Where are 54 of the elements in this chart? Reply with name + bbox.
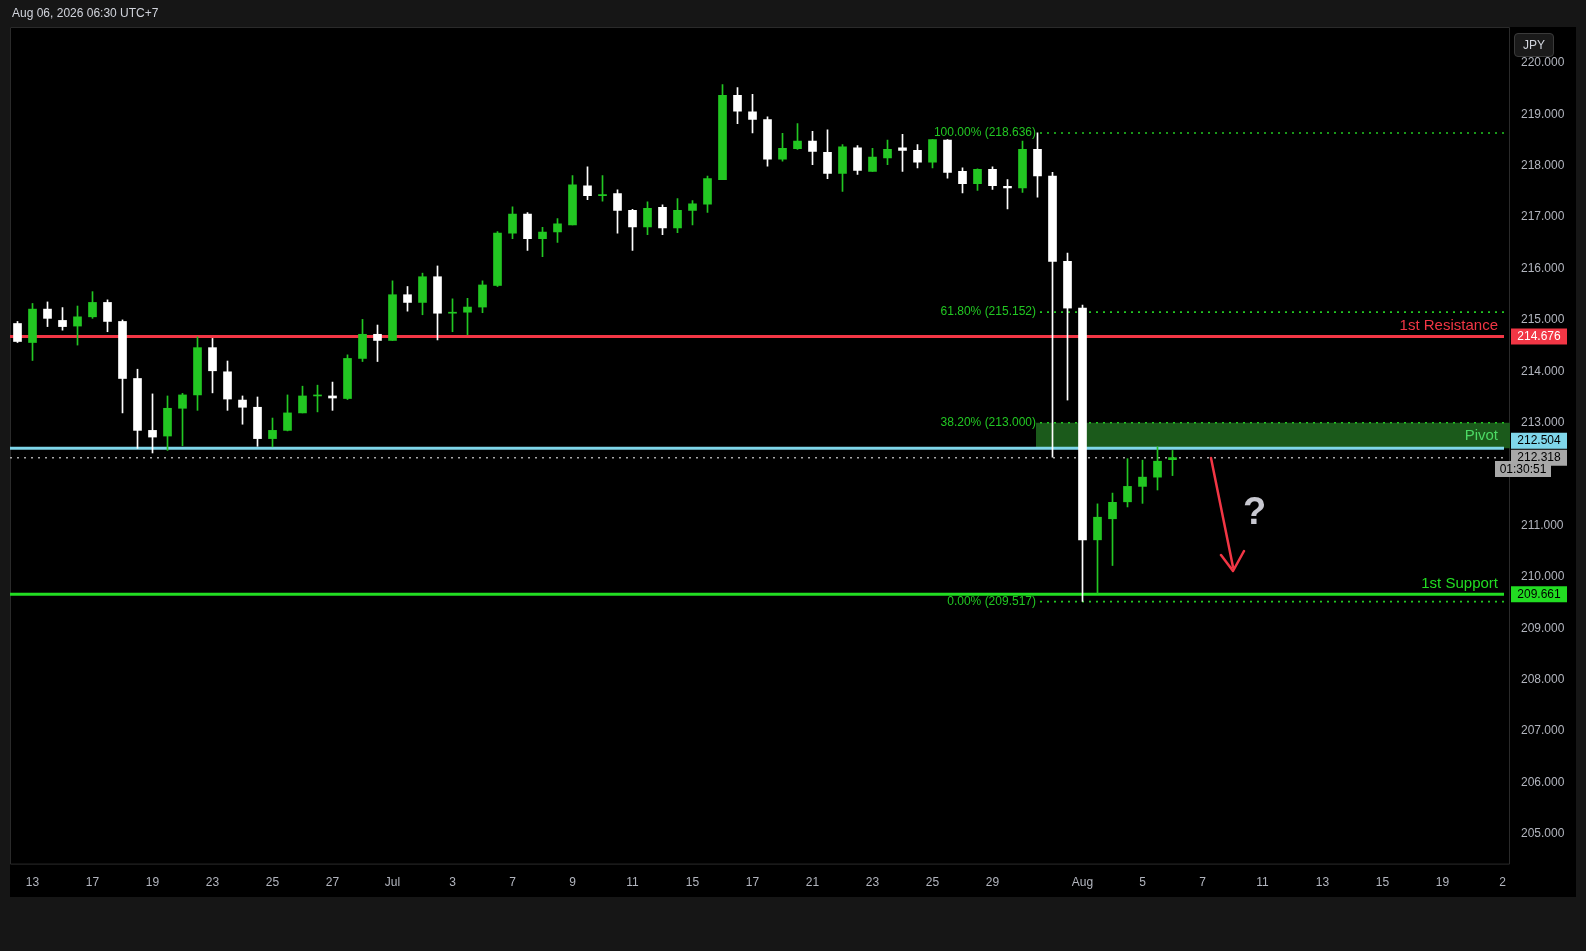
y-tick-label: 214.000 xyxy=(1521,363,1565,378)
ref-line-label: 61.80% (215.152) xyxy=(940,304,1036,319)
x-tick-label: Jul xyxy=(384,875,401,890)
y-tick-label: 213.000 xyxy=(1521,414,1565,429)
y-tick-label: 207.000 xyxy=(1521,723,1565,738)
y-tick-label: 209.000 xyxy=(1521,620,1565,635)
text: 209.661 xyxy=(1517,586,1562,601)
y-tick-label: 215.000 xyxy=(1521,312,1565,327)
ref-line-label: 1st Support xyxy=(1421,573,1499,591)
x-tick-label: 21 xyxy=(805,875,820,890)
x-tick-label: 13 xyxy=(1315,875,1330,890)
x-tick-label: 15 xyxy=(685,875,700,890)
y-tick-label: 211.000 xyxy=(1521,517,1564,532)
x-tick-label: 3 xyxy=(449,875,457,890)
x-tick-label: 2 xyxy=(1499,875,1507,890)
y-tick-label: 219.000 xyxy=(1521,106,1565,121)
x-tick-label: 11 xyxy=(1256,875,1270,890)
y-tick-label: 210.000 xyxy=(1521,569,1565,584)
x-tick-label: 23 xyxy=(205,875,220,890)
x-tick-label: 13 xyxy=(25,875,40,890)
x-tick-label: 17 xyxy=(85,875,100,890)
ref-line-label: 38.20% (213.000) xyxy=(940,414,1036,429)
annotation: 01:30:51 xyxy=(1495,461,1551,477)
y-tick-label: 217.000 xyxy=(1521,209,1565,224)
annotation: ? xyxy=(1243,490,1267,533)
y-tick-label: 218.000 xyxy=(1521,158,1565,173)
x-tick-label: 15 xyxy=(1375,875,1390,890)
y-tick-label: 208.000 xyxy=(1521,671,1565,686)
y-tick-label: 220.000 xyxy=(1521,55,1565,70)
ref-line-label: 0.00% (209.517) xyxy=(947,593,1036,608)
x-tick-label: 9 xyxy=(569,875,577,890)
x-tick-label: Aug xyxy=(1071,875,1094,890)
x-tick-label: 25 xyxy=(925,875,940,890)
text: Aug 06, 2026 06:30 UTC+7 xyxy=(12,6,159,20)
text: 214.676 xyxy=(1517,328,1562,343)
ref-line-label: 100.00% (218.636) xyxy=(933,125,1036,140)
x-tick-label: 5 xyxy=(1139,875,1147,890)
x-tick-label: 19 xyxy=(1435,875,1450,890)
text: JPY xyxy=(1514,33,1555,57)
x-tick-label: 7 xyxy=(1199,875,1207,890)
x-tick-label: 23 xyxy=(865,875,880,890)
x-tick-label: 17 xyxy=(745,875,760,890)
x-tick-label: 7 xyxy=(509,875,517,890)
x-tick-label: 11 xyxy=(626,875,640,890)
x-tick-label: 29 xyxy=(985,875,1000,890)
ref-line-label: 1st Resistance xyxy=(1399,316,1498,334)
y-tick-label: 206.000 xyxy=(1521,774,1565,789)
x-tick-label: 25 xyxy=(265,875,280,890)
text: 212.504 xyxy=(1517,433,1562,448)
x-tick-label: 27 xyxy=(325,875,340,890)
y-tick-label: 216.000 xyxy=(1521,260,1565,275)
x-tick-label: 19 xyxy=(145,875,160,890)
y-tick-label: 205.000 xyxy=(1521,826,1565,841)
band-label: Pivot xyxy=(1464,425,1499,443)
